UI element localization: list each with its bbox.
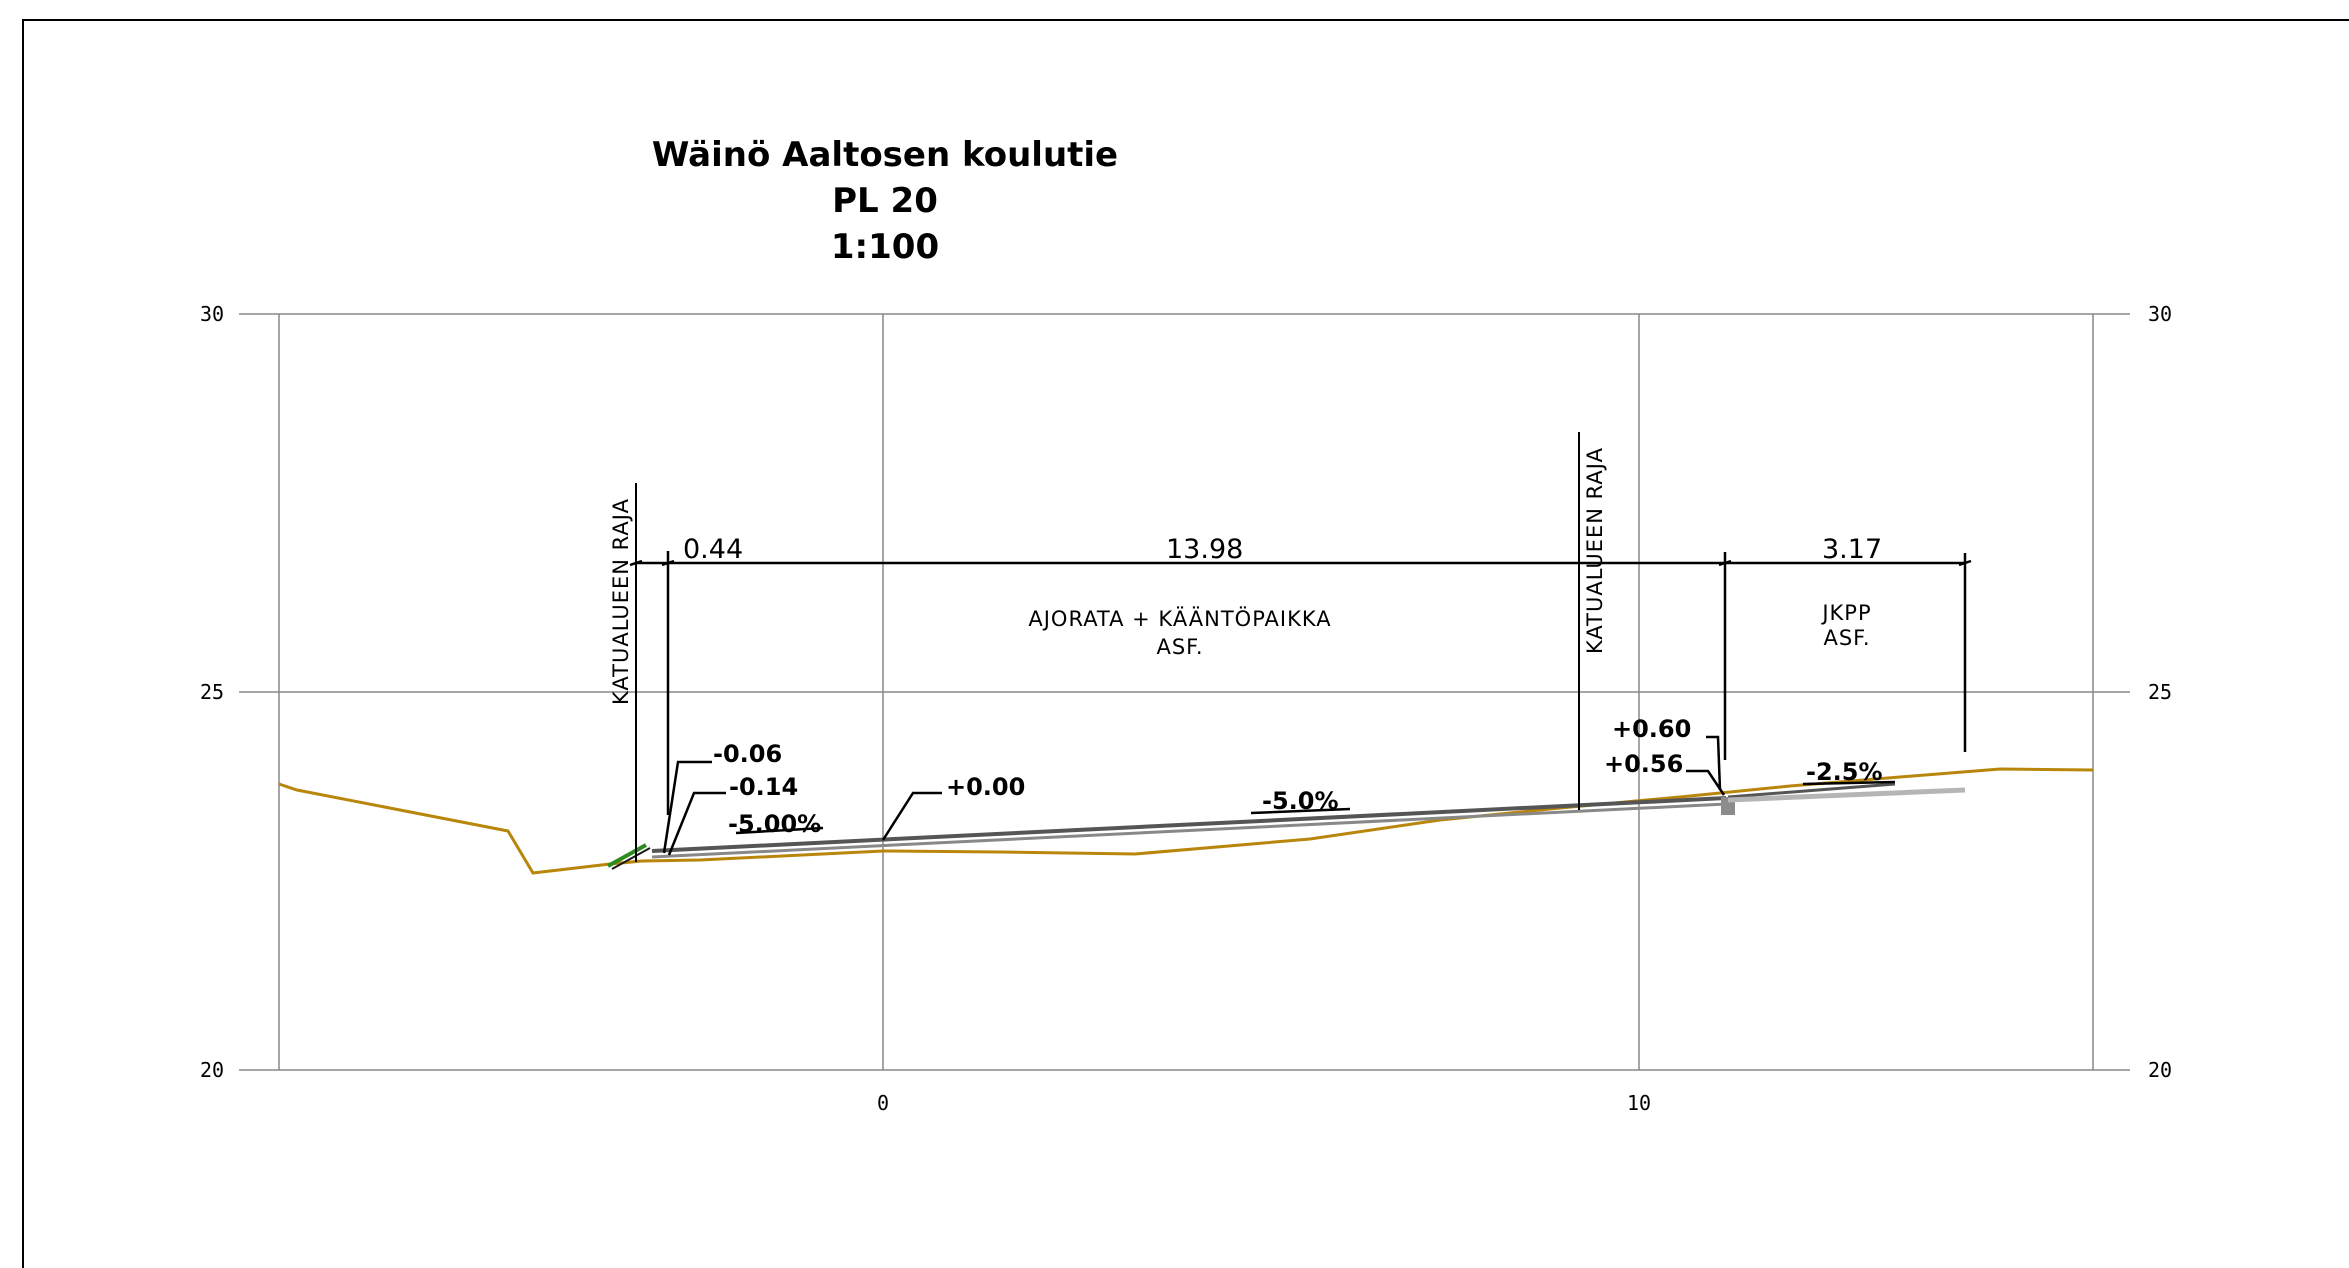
road-structure [607,782,1966,870]
path-surface-label: ASF. [1823,626,1870,650]
path-area-label: JKPP [1820,601,1871,625]
drawing-frame [22,19,2349,1268]
road-surface-bottom [651,802,1727,859]
elev-curb-bottom: +0.56 [1604,750,1683,778]
grid [239,313,2130,1071]
road-surface-label: ASF. [1156,635,1203,659]
dim-path-width: 3.17 [1822,534,1882,565]
elev-centre: +0.00 [946,773,1025,801]
elev-left-bottom: -0.14 [729,773,798,801]
elev-curb-top: +0.60 [1612,715,1691,743]
title-block: Wäinö Aaltosen koulutie PL 20 1:100 [600,132,1170,270]
y-tick-right-25: 25 [2148,680,2172,704]
left-edge-green [607,843,647,868]
slope-road: -5.0% [1262,787,1339,815]
x-tick-10: 10 [1627,1091,1651,1115]
drawing-title: Wäinö Aaltosen koulutie [651,135,1119,175]
drawing-scale: 1:100 [830,227,940,267]
dimension-line [629,551,1972,815]
right-boundary-label: KATUALUEEN RAJA [1583,447,1607,654]
left-edge-dark [611,847,651,870]
slope-left: -5.00% [728,810,821,838]
slope-path: -2.5% [1806,758,1883,786]
x-tick-0: 0 [877,1091,889,1115]
path-base [1727,787,1966,803]
elev-left-top: -0.06 [713,740,782,768]
y-tick-left-25: 25 [200,680,224,704]
y-tick-right-20: 20 [2148,1058,2172,1082]
y-tick-left-30: 30 [200,302,224,326]
path-surface-top [1727,782,1896,799]
dim-left-width: 0.44 [683,534,743,565]
y-tick-right-30: 30 [2148,302,2172,326]
elevation-leaders [662,735,1726,856]
slope-underlines [735,780,1896,835]
road-surface-top [651,796,1727,853]
left-boundary-label: KATUALUEEN RAJA [609,498,633,705]
dim-road-width: 13.98 [1166,534,1243,565]
y-tick-left-20: 20 [200,1058,224,1082]
section-id: PL 20 [832,181,938,221]
road-area-label: AJORATA + KÄÄNTÖPAIKKA [1028,606,1331,631]
